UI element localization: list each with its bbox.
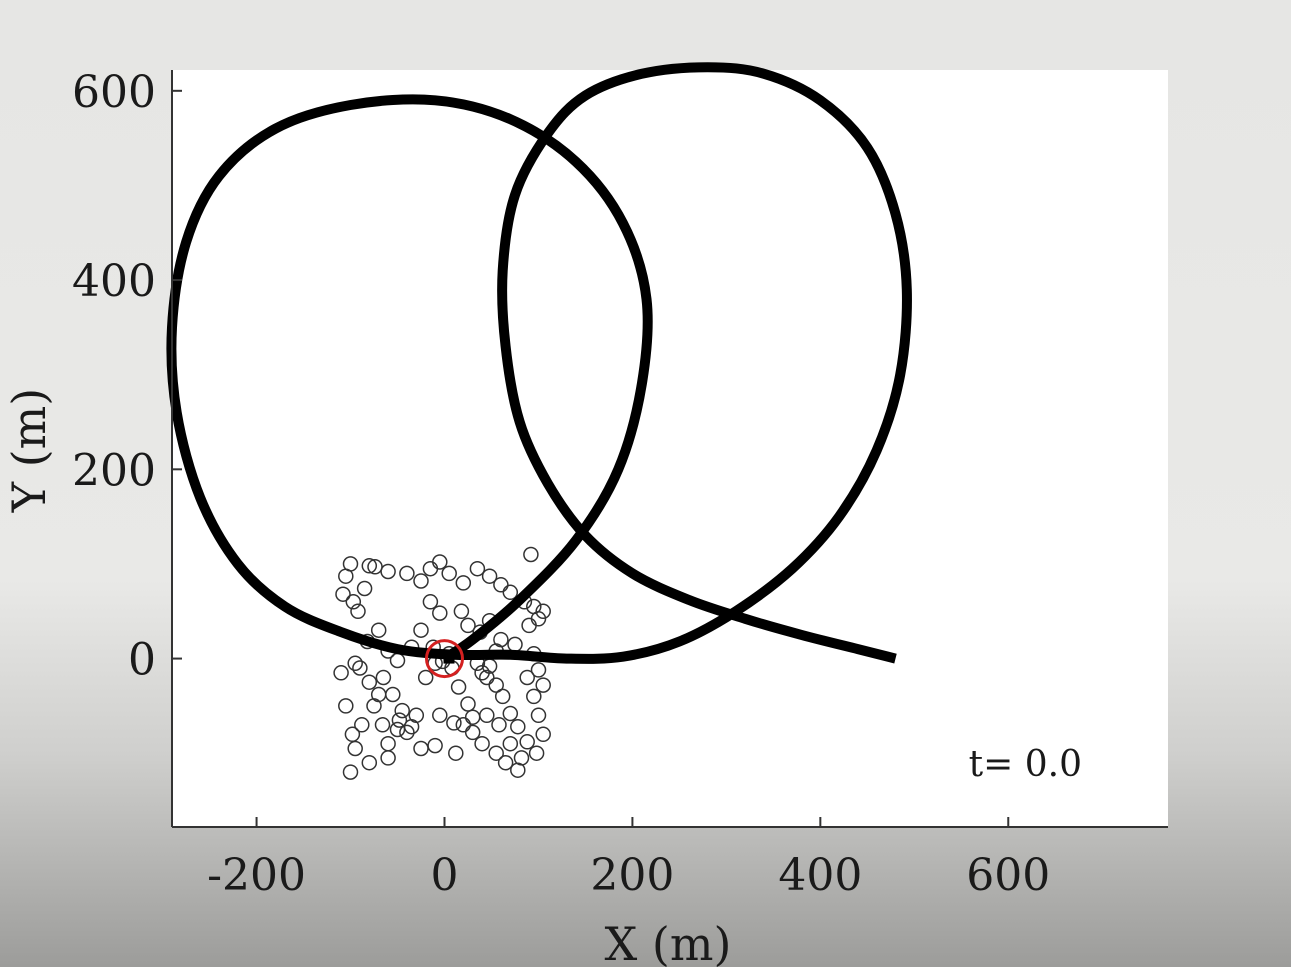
particle-point [535, 726, 551, 743]
x-tick-label: 600 [966, 850, 1050, 901]
particle-point [432, 707, 448, 724]
particle-point [446, 715, 462, 731]
particle-point [345, 594, 362, 610]
particle-point [491, 717, 507, 733]
particle-point [513, 750, 530, 766]
agent-ring [424, 639, 464, 679]
particle-point [526, 688, 542, 705]
particle-point [374, 717, 391, 733]
particle-point [519, 734, 535, 750]
time-annotation: t= 0.0 [969, 744, 1082, 785]
particle-point [335, 586, 351, 602]
particle-point [493, 577, 509, 593]
particle-point [352, 660, 368, 676]
particle-point [474, 735, 490, 752]
particle-point [389, 721, 406, 738]
particle-point [338, 698, 354, 714]
particle-point [510, 718, 526, 735]
particle-point [464, 709, 481, 725]
particle-point [361, 674, 378, 690]
particle-point [385, 686, 401, 703]
particle-point [399, 724, 415, 741]
particle-point [408, 707, 425, 724]
x-tick-label: 0 [430, 850, 458, 901]
particle-point [361, 558, 378, 574]
particle-point [497, 754, 514, 771]
agent-marker [424, 639, 464, 679]
particle-point [354, 717, 370, 733]
particle-point [394, 702, 410, 719]
particle-point [342, 764, 359, 780]
particle-point [479, 669, 495, 686]
particle-point [460, 617, 476, 634]
particle-point [523, 546, 539, 563]
x-axis-label: X (m) [605, 917, 732, 967]
particle-point [488, 745, 504, 761]
y-axis-label: Y (m) [2, 388, 56, 514]
particle-point [422, 594, 439, 610]
trajectory-line [166, 62, 912, 664]
particle-point [469, 560, 486, 577]
particle-point [502, 584, 519, 601]
particle-point [338, 568, 354, 584]
particle-point [528, 745, 545, 761]
particle-point [494, 688, 511, 705]
particle-point [380, 750, 396, 766]
particle-point [448, 745, 464, 761]
y-tick-label: 600 [72, 67, 156, 118]
particle-point [474, 665, 490, 681]
particle-point [535, 677, 551, 693]
particle-point [455, 575, 472, 591]
particle-point [481, 568, 498, 584]
particle-point [455, 717, 472, 733]
particle-point [391, 712, 408, 728]
particle-point [375, 669, 392, 686]
particle-point [413, 573, 429, 589]
particle-point [519, 669, 535, 686]
particle-point [413, 740, 429, 757]
particle-point [450, 679, 467, 695]
particle-point [530, 662, 547, 678]
particle-point [347, 740, 363, 757]
x-axis-ticks: -200 0 200 400 600 [207, 817, 1050, 901]
particle-point [432, 605, 448, 621]
particle-point [530, 611, 547, 627]
x-tick-label: 400 [778, 850, 862, 901]
particle-point [380, 563, 396, 580]
y-axis-ticks: 0 200 400 600 [72, 67, 182, 686]
y-tick-label: 400 [72, 256, 156, 307]
particle-point [350, 603, 366, 620]
particle-point [399, 565, 415, 582]
particle-point [347, 655, 363, 672]
particle-point [535, 603, 551, 620]
y-tick-label: 200 [72, 445, 156, 496]
x-tick-label: -200 [207, 850, 306, 901]
particle-point [413, 622, 429, 638]
x-tick-label: 200 [590, 850, 674, 901]
particle-point [417, 669, 434, 686]
particle-point [432, 554, 448, 570]
agent-square [443, 652, 455, 664]
particle-point [361, 754, 378, 771]
particle-point [453, 603, 470, 620]
particle-point [464, 724, 481, 741]
particle-point [530, 707, 547, 724]
particle-point [366, 698, 382, 714]
y-tick-label: 0 [128, 635, 156, 686]
particle-point [356, 580, 373, 597]
particle-point [441, 565, 457, 582]
particle-point [370, 622, 387, 638]
particle-point [502, 735, 519, 752]
particle-point [333, 665, 349, 681]
particle-point [460, 696, 476, 712]
particle-point [488, 677, 504, 693]
particle-point [502, 705, 519, 722]
plot-area [172, 70, 1168, 827]
